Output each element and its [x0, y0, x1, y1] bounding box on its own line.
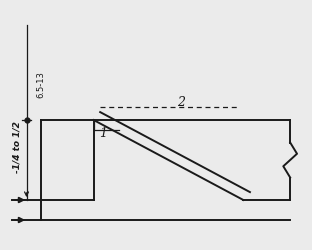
Text: -1/4 to 1/2: -1/4 to 1/2 — [13, 122, 22, 174]
Text: 2: 2 — [177, 96, 185, 109]
Text: 6.5-13: 6.5-13 — [36, 72, 45, 99]
Text: 1: 1 — [99, 127, 107, 140]
